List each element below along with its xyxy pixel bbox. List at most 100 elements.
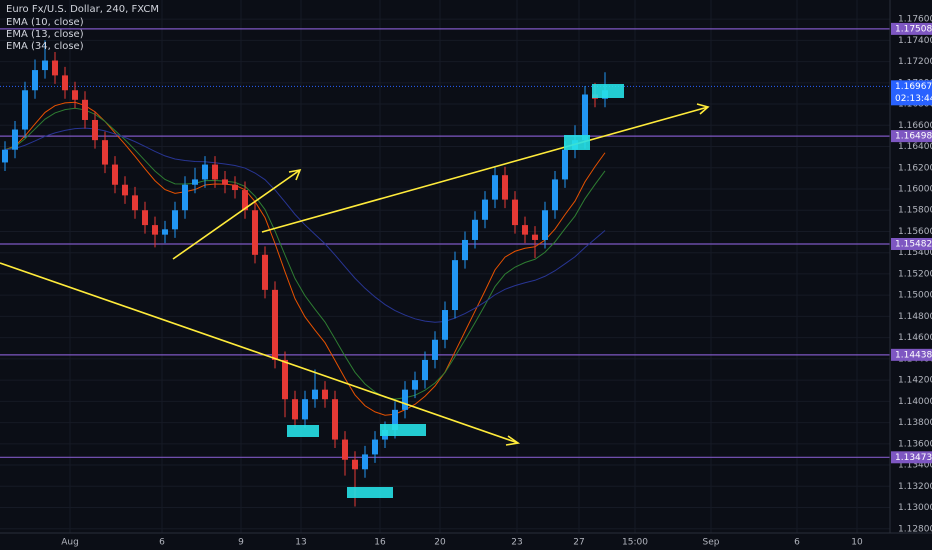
candle-body [202, 164, 208, 180]
candles [2, 40, 608, 507]
candle-body [352, 459, 358, 470]
candle-body [212, 164, 218, 180]
candle-body [72, 90, 78, 100]
candle-body [332, 399, 338, 440]
x-tick-label: 16 [374, 538, 386, 548]
legend-entry: EMA (13, close) [6, 29, 84, 40]
candle-body [452, 260, 458, 311]
candle-body [152, 225, 158, 235]
candle-body [442, 310, 448, 340]
candle-body [432, 339, 438, 360]
candle-body [262, 254, 268, 290]
candle-body [542, 210, 548, 240]
legend-entry: EMA (34, close) [6, 41, 84, 52]
y-tick-label: 1.16000 [898, 184, 932, 194]
y-tick-label: 1.15400 [898, 248, 932, 258]
y-tick-label: 1.16600 [898, 121, 932, 131]
level-label-bg [891, 348, 932, 361]
legend: Euro Fx/U.S. Dollar, 240, FXCM EMA (10, … [6, 4, 159, 52]
arrow-head [505, 435, 521, 446]
y-tick-label: 1.14000 [898, 397, 932, 407]
y-tick-label: 1.16200 [898, 163, 932, 173]
countdown-label: 02:13:44 [895, 94, 932, 104]
level-label: 1.17508 [895, 24, 932, 34]
trend-line [261, 106, 709, 233]
candle-body [422, 359, 428, 381]
zone [564, 135, 590, 150]
candle-body [52, 60, 58, 76]
x-tick-label: Aug [61, 538, 79, 548]
candle-body [32, 70, 38, 91]
candle-body [222, 179, 228, 185]
level-label: 1.16498 [895, 132, 932, 142]
zone [287, 425, 319, 437]
candle-body [532, 234, 538, 240]
y-tick-label: 1.15200 [898, 269, 932, 279]
candle-body [292, 399, 298, 420]
candle-body [512, 199, 518, 226]
candle-body [172, 210, 178, 230]
level-label: 1.15482 [895, 239, 932, 249]
candle-body [42, 60, 48, 71]
candle-body [252, 210, 258, 255]
x-tick-label: 10 [851, 538, 863, 548]
y-tick-label: 1.13200 [898, 482, 932, 492]
time-axis [0, 533, 890, 550]
candle-body [182, 184, 188, 211]
candle-body [362, 454, 368, 470]
x-tick-label: 23 [511, 538, 522, 548]
trend-line [172, 169, 301, 260]
candle-body [132, 195, 138, 211]
x-tick-label: 6 [159, 538, 165, 548]
x-tick-label: 15:00 [622, 538, 648, 548]
candle-body [2, 149, 8, 163]
trend-line [0, 262, 519, 444]
candle-body [22, 90, 28, 130]
levels [0, 28, 890, 458]
candle-body [372, 439, 378, 455]
candle-body [312, 389, 318, 400]
y-tick-label: 1.13600 [898, 439, 932, 449]
grid [0, 0, 890, 533]
y-tick-label: 1.14800 [898, 312, 932, 322]
candle-body [322, 389, 328, 400]
candle-body [82, 99, 88, 120]
y-tick-label: 1.14200 [898, 376, 932, 386]
y-tick-label: 1.12800 [898, 524, 932, 534]
y-tick-label: 1.17400 [898, 36, 932, 46]
y-tick-label: 1.15600 [898, 227, 932, 237]
level-label-bg [891, 22, 932, 35]
candle-body [582, 94, 588, 141]
zone [347, 487, 393, 498]
level-label: 1.14438 [895, 350, 932, 360]
level-label-bg [891, 237, 932, 250]
legend-entry: EMA (10, close) [6, 17, 84, 28]
y-tick-label: 1.16400 [898, 142, 932, 152]
candle-body [102, 140, 108, 165]
x-tick-label: 9 [238, 538, 244, 548]
x-tick-label: Sep [703, 538, 720, 548]
candle-body [122, 184, 128, 196]
candle-body [142, 210, 148, 226]
candle-body [522, 225, 528, 235]
arrow-head [696, 103, 710, 115]
ema-line [4, 107, 606, 400]
level-label-bg [891, 130, 932, 143]
last-price-label: 1.16967 [895, 82, 932, 92]
candle-body [62, 75, 68, 91]
y-tick-label: 1.13400 [898, 461, 932, 471]
candle-body [92, 119, 98, 141]
zones [287, 84, 624, 498]
ema-line [4, 127, 606, 323]
candle-body [192, 179, 198, 185]
candle-body [12, 129, 18, 150]
y-tick-label: 1.13800 [898, 418, 932, 428]
y-tick-label: 1.14600 [898, 333, 932, 343]
y-tick-label: 1.17200 [898, 57, 932, 67]
y-tick-label: 1.15800 [898, 206, 932, 216]
candle-body [472, 219, 478, 240]
candle-body [552, 179, 558, 211]
candle-body [302, 399, 308, 420]
